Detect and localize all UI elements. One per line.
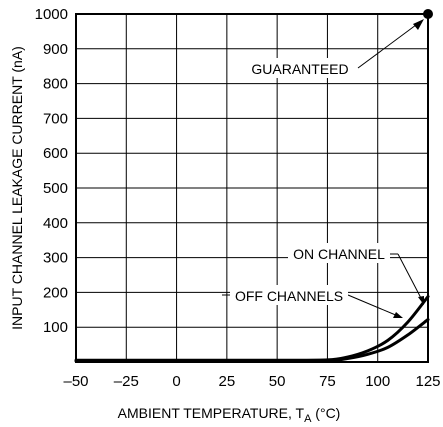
- x-axis-title-subscript: A: [304, 413, 312, 425]
- guaranteed-point: [423, 9, 433, 19]
- on-channel-label: ON CHANNEL: [293, 246, 385, 262]
- off-channels-leader-right: [347, 294, 399, 317]
- x-axis-title-main: AMBIENT TEMPERATURE, T: [118, 405, 305, 421]
- guaranteed-arrowhead: [413, 19, 424, 30]
- on-channel-label-bg: [288, 243, 390, 263]
- y-tick-label: 800: [43, 76, 68, 93]
- y-tick-labels: 100 200 300 400 500 600 700 800 900 1000: [35, 6, 68, 336]
- x-tick-label: 0: [172, 373, 180, 390]
- y-tick-label: 100: [43, 319, 68, 336]
- x-tick-label: –50: [63, 373, 88, 390]
- guaranteed-label: GUARANTEED: [251, 61, 348, 77]
- data-curves: [74, 295, 430, 363]
- y-tick-label: 500: [43, 180, 68, 197]
- x-tick-label: 25: [219, 373, 236, 390]
- y-tick-label: 1000: [35, 6, 68, 23]
- y-tick-label: 600: [43, 145, 68, 162]
- x-tick-label: 50: [269, 373, 286, 390]
- x-tick-label: 100: [365, 373, 390, 390]
- y-tick-label: 900: [43, 41, 68, 58]
- on-channel-arrowhead: [418, 296, 424, 305]
- off-channels-label-bg: [230, 285, 348, 305]
- x-tick-label: 75: [319, 373, 336, 390]
- x-tick-labels: –50 –25 0 25 50 75 100 125: [63, 373, 440, 390]
- y-tick-label: 400: [43, 215, 68, 232]
- on-channel-leader: [397, 253, 423, 301]
- y-tick-label: 200: [43, 284, 68, 301]
- y-tick-label: 300: [43, 250, 68, 267]
- x-axis-title-unit: (°C): [311, 405, 340, 421]
- guaranteed-label-bg: [244, 58, 356, 78]
- x-axis-title: AMBIENT TEMPERATURE, TA (°C): [118, 405, 341, 425]
- off-channels-arrowhead: [393, 312, 403, 318]
- series-line-off-channels: [74, 318, 430, 363]
- y-tick-label: 700: [43, 110, 68, 127]
- guaranteed-arrow-line: [357, 21, 421, 69]
- y-axis-title: INPUT CHANNEL LEAKAGE CURRENT (nA): [9, 46, 25, 330]
- off-channels-label: OFF CHANNELS: [235, 288, 343, 304]
- x-tick-label: –25: [114, 373, 139, 390]
- x-tick-label: 125: [415, 373, 440, 390]
